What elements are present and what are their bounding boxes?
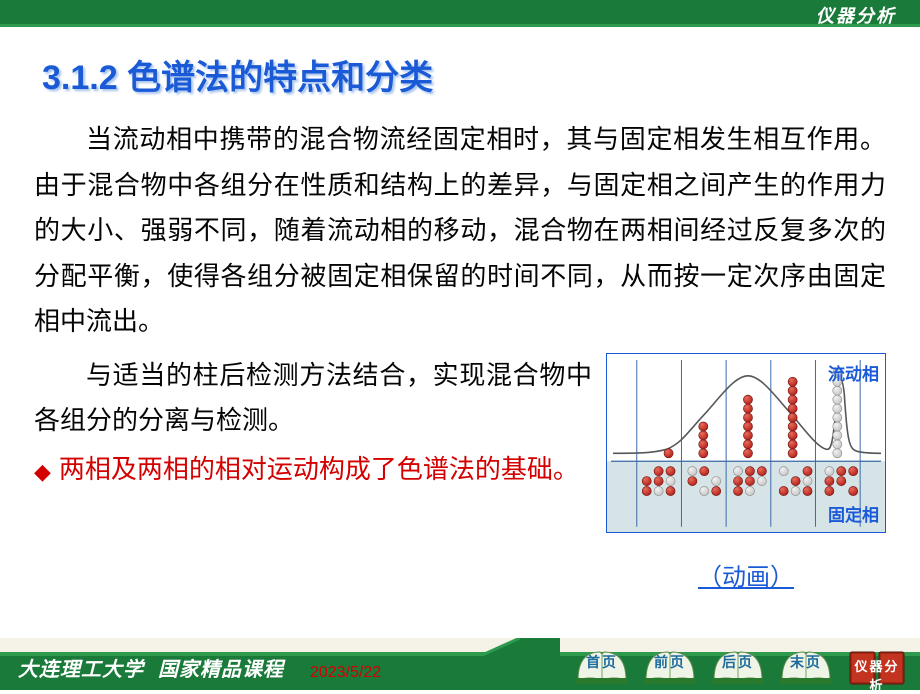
animation-link[interactable]: （动画） <box>698 565 794 591</box>
animation-link-wrap: （动画） <box>606 557 886 592</box>
body-left: 与适当的柱后检测方法结合，实现混合物中各组分的分离与检测。 ◆ 两相及两相的相对运… <box>34 353 592 592</box>
nav-home-button[interactable]: 仪器分析 <box>848 646 906 686</box>
body-right: 流动相 固定相 （动画） <box>606 353 886 592</box>
slide-root: 仪器分析 3.1.2 色谱法的特点和分类 当流动相中携带的混合物流经固定相时，其… <box>0 0 920 690</box>
nav-last-button[interactable]: 末页 <box>780 646 832 686</box>
paragraph-1: 当流动相中携带的混合物流经固定相时，其与固定相发生相互作用。由于混合物中各组分在… <box>34 117 886 345</box>
mobile-phase-label: 流动相 <box>828 360 879 385</box>
nav-next-button[interactable]: 后页 <box>712 646 764 686</box>
univ-name: 大连理工大学 <box>18 659 144 681</box>
footer-diagonal <box>480 638 560 656</box>
key-point: ◆ 两相及两相的相对运动构成了色谱法的基础。 <box>34 448 592 492</box>
course-quality: 国家精品课程 <box>158 659 284 681</box>
key-point-text: 两相及两相的相对运动构成了色谱法的基础。 <box>59 455 579 484</box>
nav-buttons: 首页前页后页末页仪器分析 <box>576 646 906 686</box>
footer-date: 2023/5/22 <box>310 664 381 682</box>
chromatography-diagram: 流动相 固定相 <box>606 353 886 533</box>
course-label: 仪器分析 <box>816 2 896 28</box>
footer-university: 大连理工大学国家精品课程 <box>18 653 284 682</box>
page-title: 3.1.2 色谱法的特点和分类 <box>42 50 886 99</box>
body-row: 与适当的柱后检测方法结合，实现混合物中各组分的分离与检测。 ◆ 两相及两相的相对运… <box>34 353 886 592</box>
nav-first-button[interactable]: 首页 <box>576 646 628 686</box>
diamond-icon: ◆ <box>34 453 51 490</box>
header-band <box>0 0 920 24</box>
fixed-phase-label: 固定相 <box>828 501 879 526</box>
nav-prev-button[interactable]: 前页 <box>644 646 696 686</box>
paragraph-2: 与适当的柱后检测方法结合，实现混合物中各组分的分离与检测。 <box>34 353 592 444</box>
content-area: 3.1.2 色谱法的特点和分类 当流动相中携带的混合物流经固定相时，其与固定相发… <box>0 28 920 638</box>
footer: 大连理工大学国家精品课程 2023/5/22 首页前页后页末页仪器分析 <box>0 638 920 690</box>
